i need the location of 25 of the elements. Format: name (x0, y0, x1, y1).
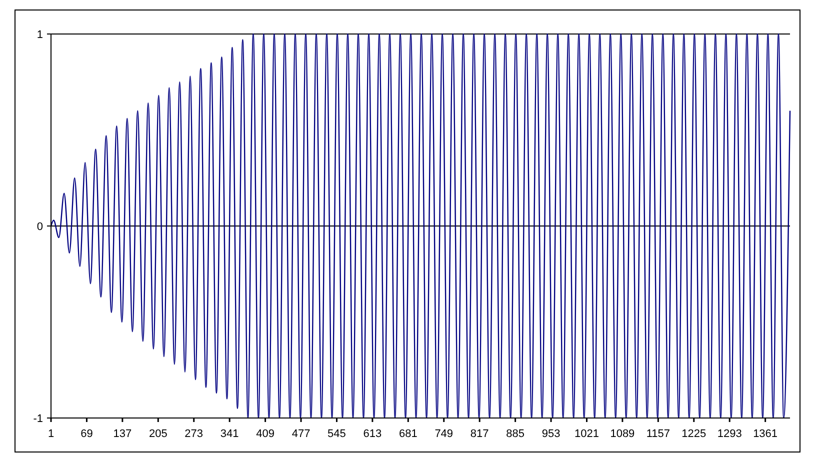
line-series (50, 33, 791, 419)
y-tick-label: 0 (36, 220, 43, 233)
x-tick-label: 409 (256, 428, 274, 440)
x-tick-label: 273 (184, 428, 204, 440)
x-tick-label: 613 (363, 428, 382, 440)
x-tick-label: 817 (470, 428, 489, 440)
x-tick-label: 749 (434, 428, 454, 440)
x-tick-label: 1089 (610, 428, 635, 440)
x-tick-label: 477 (292, 428, 310, 440)
x-tick-label: 205 (148, 428, 168, 440)
x-tick-label: 137 (113, 428, 132, 440)
x-tick-label: 1157 (646, 428, 670, 440)
x-tick-label: 545 (328, 428, 346, 440)
y-tick-label: -1 (33, 412, 43, 425)
y-tick-label: 1 (36, 28, 43, 41)
x-tick-label: 341 (220, 428, 239, 440)
x-tick-label: 681 (398, 428, 418, 440)
x-tick-label: 885 (506, 428, 524, 440)
x-tick-label: 1 (48, 428, 54, 440)
x-tick-label: 1293 (717, 428, 742, 440)
x-tick-label: 1225 (682, 428, 706, 440)
x-tick-label: 1021 (574, 428, 599, 440)
x-tick-label: 1361 (753, 428, 778, 440)
x-tick-label: 953 (542, 428, 560, 440)
x-tick-label: 69 (80, 428, 93, 440)
